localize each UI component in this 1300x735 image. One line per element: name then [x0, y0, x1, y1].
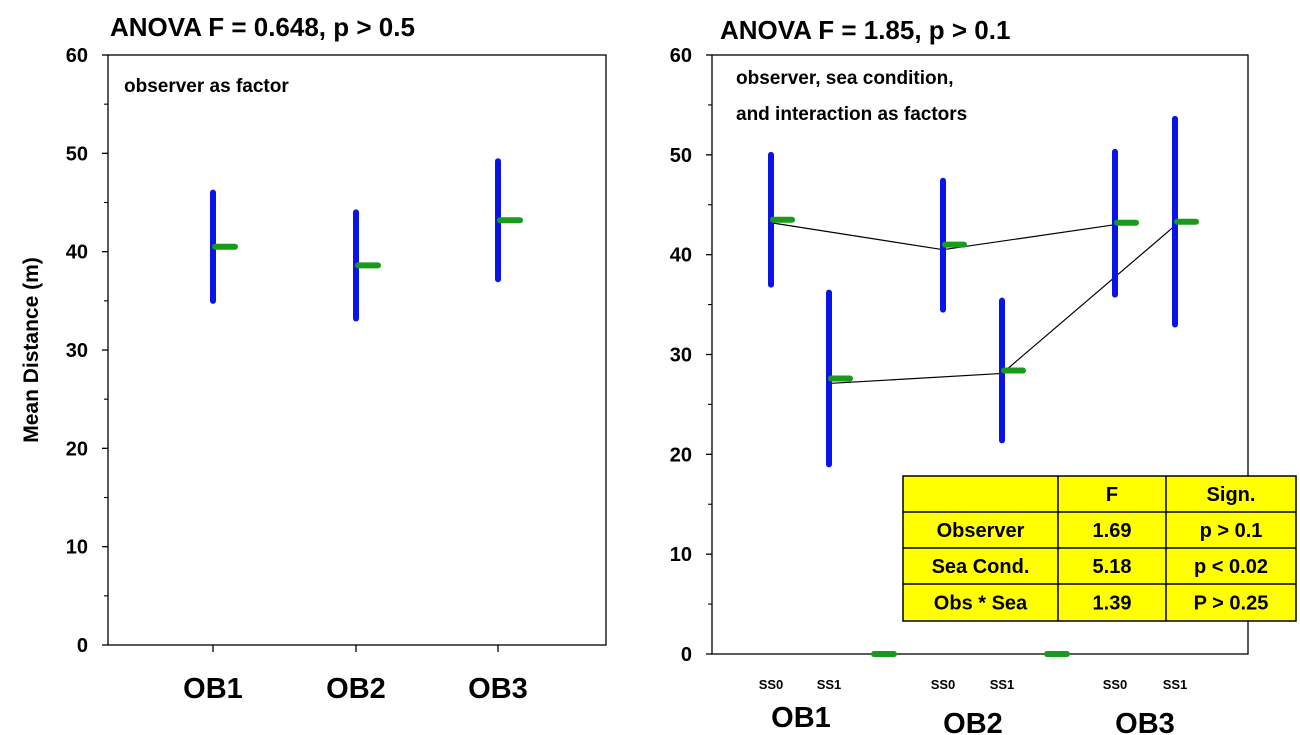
y-axis-label: Mean Distance (m)	[20, 257, 43, 443]
left-chart-panel: ANOVA F = 0.648, p > 0.5 observer as fac…	[20, 12, 607, 705]
left-y-tick-label: 30	[66, 340, 88, 362]
table-cell: Observer	[937, 520, 1025, 542]
right-x-group-label: OB3	[1115, 708, 1175, 735]
table-cell: 5.18	[1093, 556, 1132, 578]
right-y-tick-label: 50	[670, 145, 692, 167]
right-x-sub-label: SS1	[1163, 677, 1188, 692]
right-y-tick-label: 20	[670, 444, 692, 466]
left-y-tick-label: 60	[66, 45, 88, 67]
anova-stats-table: F Sign. Observer 1.69 p > 0.1 Sea Cond. 5.18 p …	[902, 475, 1297, 622]
table-cell: Obs * Sea	[934, 593, 1028, 615]
right-x-sub-label: SS0	[931, 677, 956, 692]
left-y-tick-label: 50	[66, 143, 88, 165]
table-grid-lines	[903, 476, 1296, 621]
right-y-tick-label: 40	[670, 245, 692, 267]
left-y-tick-label: 0	[77, 635, 88, 657]
right-x-sub-label: SS0	[1103, 677, 1128, 692]
right-y-tick-label: 0	[681, 644, 692, 666]
right-x-sub-label: SS1	[990, 677, 1015, 692]
table-cells: F Sign. Observer 1.69 p > 0.1 Sea Cond. 5.18 p …	[932, 484, 1269, 615]
right-y-tick-label: 30	[670, 345, 692, 367]
left-annotation: observer as factor	[124, 76, 289, 97]
table-cell: p < 0.02	[1194, 556, 1268, 578]
right-x-group-label: OB1	[771, 702, 831, 734]
left-y-tick-label: 40	[66, 242, 88, 264]
table-header-cell: F	[1106, 484, 1118, 506]
right-x-group-label: OB2	[943, 708, 1003, 735]
table-header-cell: Sign.	[1207, 484, 1256, 506]
left-x-category-label: OB2	[326, 673, 386, 705]
left-y-axis: 0 10 20 30 40 50 60	[66, 45, 108, 657]
right-x-axis: SS0 SS1 OB1 SS0 SS1 OB2 SS0 SS1 OB3	[759, 677, 1188, 735]
left-chart-title: ANOVA F = 0.648, p > 0.5	[110, 12, 415, 42]
table-cell: Sea Cond.	[932, 556, 1030, 578]
right-annotation-line-1: observer, sea condition,	[736, 68, 954, 89]
right-data-marks	[768, 115, 1199, 657]
right-chart-panel: ANOVA F = 1.85, p > 0.1 observer, sea co…	[670, 15, 1297, 735]
right-chart-title: ANOVA F = 1.85, p > 0.1	[720, 15, 1010, 45]
right-x-sub-label: SS1	[817, 677, 842, 692]
table-cell: 1.39	[1093, 593, 1132, 615]
left-x-axis: OB1 OB2 OB3	[183, 645, 528, 705]
left-x-category-label: OB1	[183, 673, 243, 705]
left-x-category-label: OB3	[468, 673, 528, 705]
table-cell: p > 0.1	[1200, 520, 1263, 542]
table-cell: P > 0.25	[1194, 593, 1269, 615]
left-y-tick-label: 10	[66, 537, 88, 559]
left-y-tick-label: 20	[66, 438, 88, 460]
right-annotation-line-2: and interaction as factors	[736, 104, 967, 125]
right-y-tick-label: 60	[670, 45, 692, 67]
right-x-sub-label: SS0	[759, 677, 784, 692]
table-cell: 1.69	[1093, 520, 1132, 542]
left-data-marks	[210, 158, 523, 322]
left-plot-frame	[107, 54, 607, 646]
right-y-axis: 0 10 20 30 40 50 60	[670, 45, 712, 666]
right-y-tick-label: 10	[670, 544, 692, 566]
